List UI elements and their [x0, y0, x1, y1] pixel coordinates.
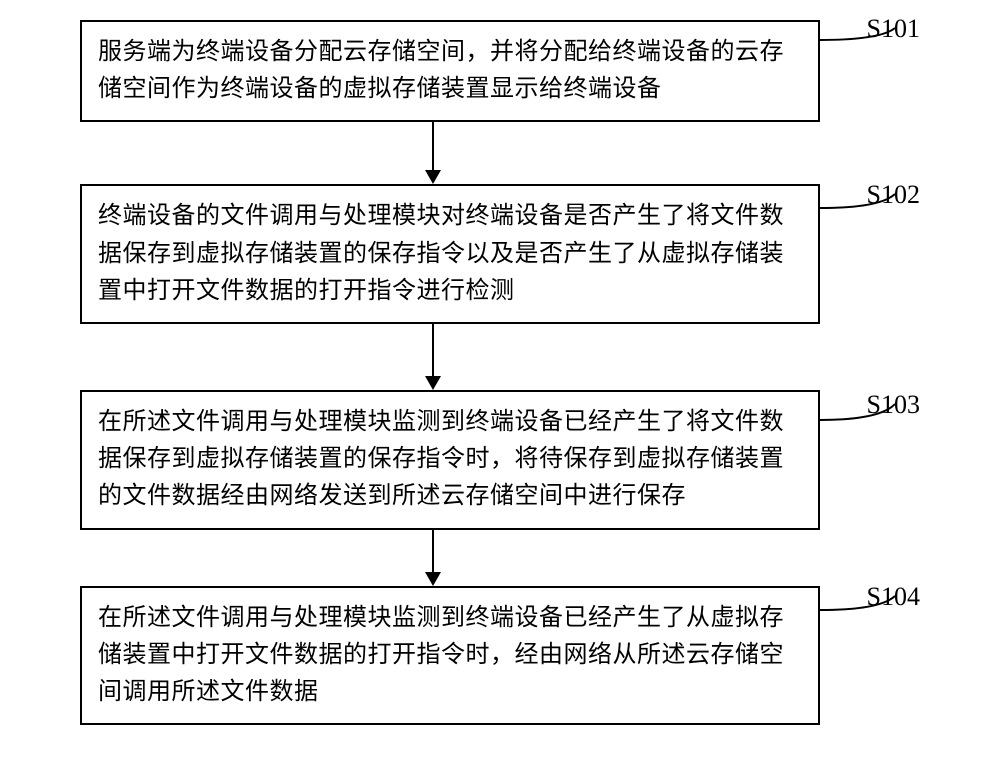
- step-text: 在所述文件调用与处理模块监测到终端设备已经产生了将文件数据保存到虚拟存储装置的保…: [98, 409, 784, 509]
- step-container-1: 服务端为终端设备分配云存储空间，并将分配给终端设备的云存储空间作为终端设备的虚拟…: [60, 20, 940, 122]
- step-box-s104: 在所述文件调用与处理模块监测到终端设备已经产生了从虚拟存储装置中打开文件数据的打…: [80, 586, 820, 726]
- step-container-2: 终端设备的文件调用与处理模块对终端设备是否产生了将文件数据保存到虚拟存储装置的保…: [60, 184, 940, 324]
- arrow-head-icon: [425, 376, 441, 390]
- flowchart-container: 服务端为终端设备分配云存储空间，并将分配给终端设备的云存储空间作为终端设备的虚拟…: [60, 20, 940, 725]
- step-container-3: 在所述文件调用与处理模块监测到终端设备已经产生了将文件数据保存到虚拟存储装置的保…: [60, 390, 940, 530]
- step-label-s101: S101: [867, 14, 920, 44]
- arrow-3: [425, 530, 441, 586]
- arrow-2: [425, 324, 441, 390]
- arrow-line: [432, 122, 434, 170]
- step-text: 终端设备的文件调用与处理模块对终端设备是否产生了将文件数据保存到虚拟存储装置的保…: [98, 203, 784, 303]
- arrow-line: [432, 324, 434, 376]
- arrow-head-icon: [425, 170, 441, 184]
- arrow-line: [432, 530, 434, 572]
- step-label-s104: S104: [867, 582, 920, 612]
- step-text: 在所述文件调用与处理模块监测到终端设备已经产生了从虚拟存储装置中打开文件数据的打…: [98, 605, 784, 705]
- step-box-s102: 终端设备的文件调用与处理模块对终端设备是否产生了将文件数据保存到虚拟存储装置的保…: [80, 184, 820, 324]
- step-text: 服务端为终端设备分配云存储空间，并将分配给终端设备的云存储空间作为终端设备的虚拟…: [98, 39, 784, 102]
- arrow-head-icon: [425, 572, 441, 586]
- arrow-1: [425, 122, 441, 184]
- step-container-4: 在所述文件调用与处理模块监测到终端设备已经产生了从虚拟存储装置中打开文件数据的打…: [60, 586, 940, 726]
- step-label-s103: S103: [867, 390, 920, 420]
- step-label-s102: S102: [867, 180, 920, 210]
- step-box-s101: 服务端为终端设备分配云存储空间，并将分配给终端设备的云存储空间作为终端设备的虚拟…: [80, 20, 820, 122]
- step-box-s103: 在所述文件调用与处理模块监测到终端设备已经产生了将文件数据保存到虚拟存储装置的保…: [80, 390, 820, 530]
